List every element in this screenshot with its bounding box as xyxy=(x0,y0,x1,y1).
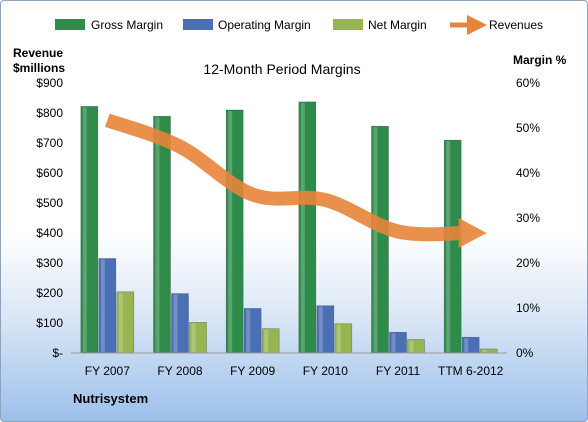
right-tick-label: 10% xyxy=(516,301,540,315)
right-tick-label: 60% xyxy=(516,76,540,90)
bar-highlight xyxy=(246,309,251,352)
chart-title: 12-Month Period Margins xyxy=(203,61,360,77)
revenues-arrowhead xyxy=(458,218,487,248)
left-tick-label: $200 xyxy=(36,286,63,300)
category-label: FY 2007 xyxy=(85,364,130,378)
left-tick-label: $800 xyxy=(36,106,63,120)
right-tick-label: 0% xyxy=(516,346,534,360)
legend-swatch-operating-margin xyxy=(183,19,213,30)
bar-highlight xyxy=(191,323,196,352)
legend-label-gross-margin: Gross Margin xyxy=(91,18,163,32)
bar-series xyxy=(80,101,498,354)
right-tick-label: 40% xyxy=(516,166,540,180)
left-tick-label: $600 xyxy=(36,166,63,180)
category-label: FY 2010 xyxy=(303,364,348,378)
left-axis-label-line1: Revenue xyxy=(13,46,63,60)
legend: Gross Margin Operating Margin Net Margin… xyxy=(55,15,543,35)
right-tick-label: 50% xyxy=(516,121,540,135)
right-tick-label: 20% xyxy=(516,256,540,270)
left-tick-label: $500 xyxy=(36,196,63,210)
legend-label-revenues: Revenues xyxy=(489,18,543,32)
bar-highlight xyxy=(373,127,378,352)
right-axis-ticks: 0% 10% 20% 30% 40% 50% 60% xyxy=(516,76,540,360)
left-tick-label: $100 xyxy=(36,316,63,330)
category-label: FY 2011 xyxy=(376,364,421,378)
legend-label-operating-margin: Operating Margin xyxy=(218,18,311,32)
bar-highlight xyxy=(409,340,414,352)
left-tick-label: $300 xyxy=(36,256,63,270)
left-tick-label: $400 xyxy=(36,226,63,240)
left-axis-ticks: $- $100 $200 $300 $400 $500 $600 $700 $800 $900 xyxy=(36,76,63,360)
bar-highlight xyxy=(155,117,160,352)
bar-highlight xyxy=(228,111,233,352)
bar-highlight xyxy=(118,292,123,352)
bar-highlight xyxy=(482,349,487,352)
category-label: FY 2008 xyxy=(157,364,202,378)
legend-swatch-gross-margin xyxy=(55,19,85,30)
legend-swatch-net-margin xyxy=(333,19,363,30)
bar-highlight xyxy=(173,294,178,352)
category-label: FY 2009 xyxy=(230,364,275,378)
right-axis-label: Margin % xyxy=(513,53,567,67)
left-tick-label: $900 xyxy=(36,76,63,90)
left-tick-label: $- xyxy=(52,346,63,360)
company-name: Nutrisystem xyxy=(73,391,148,406)
bar-highlight xyxy=(391,333,396,352)
bar-highlight xyxy=(318,306,323,352)
left-tick-label: $700 xyxy=(36,136,63,150)
left-axis-label-line2: $millions xyxy=(13,61,65,75)
bar-highlight xyxy=(336,324,341,352)
right-tick-label: 30% xyxy=(516,211,540,225)
bar-highlight xyxy=(264,329,269,352)
revenues-line xyxy=(104,113,462,242)
category-label: TTM 6-2012 xyxy=(438,364,504,378)
category-labels: FY 2007 FY 2008 FY 2009 FY 2010 FY 2011 TTM 6… xyxy=(85,364,504,378)
bar-highlight xyxy=(464,338,469,352)
bar-highlight xyxy=(100,259,105,352)
bar-highlight xyxy=(300,102,305,353)
bar-highlight xyxy=(82,107,87,353)
legend-label-net-margin: Net Margin xyxy=(368,18,427,32)
bar-highlight xyxy=(446,141,451,352)
